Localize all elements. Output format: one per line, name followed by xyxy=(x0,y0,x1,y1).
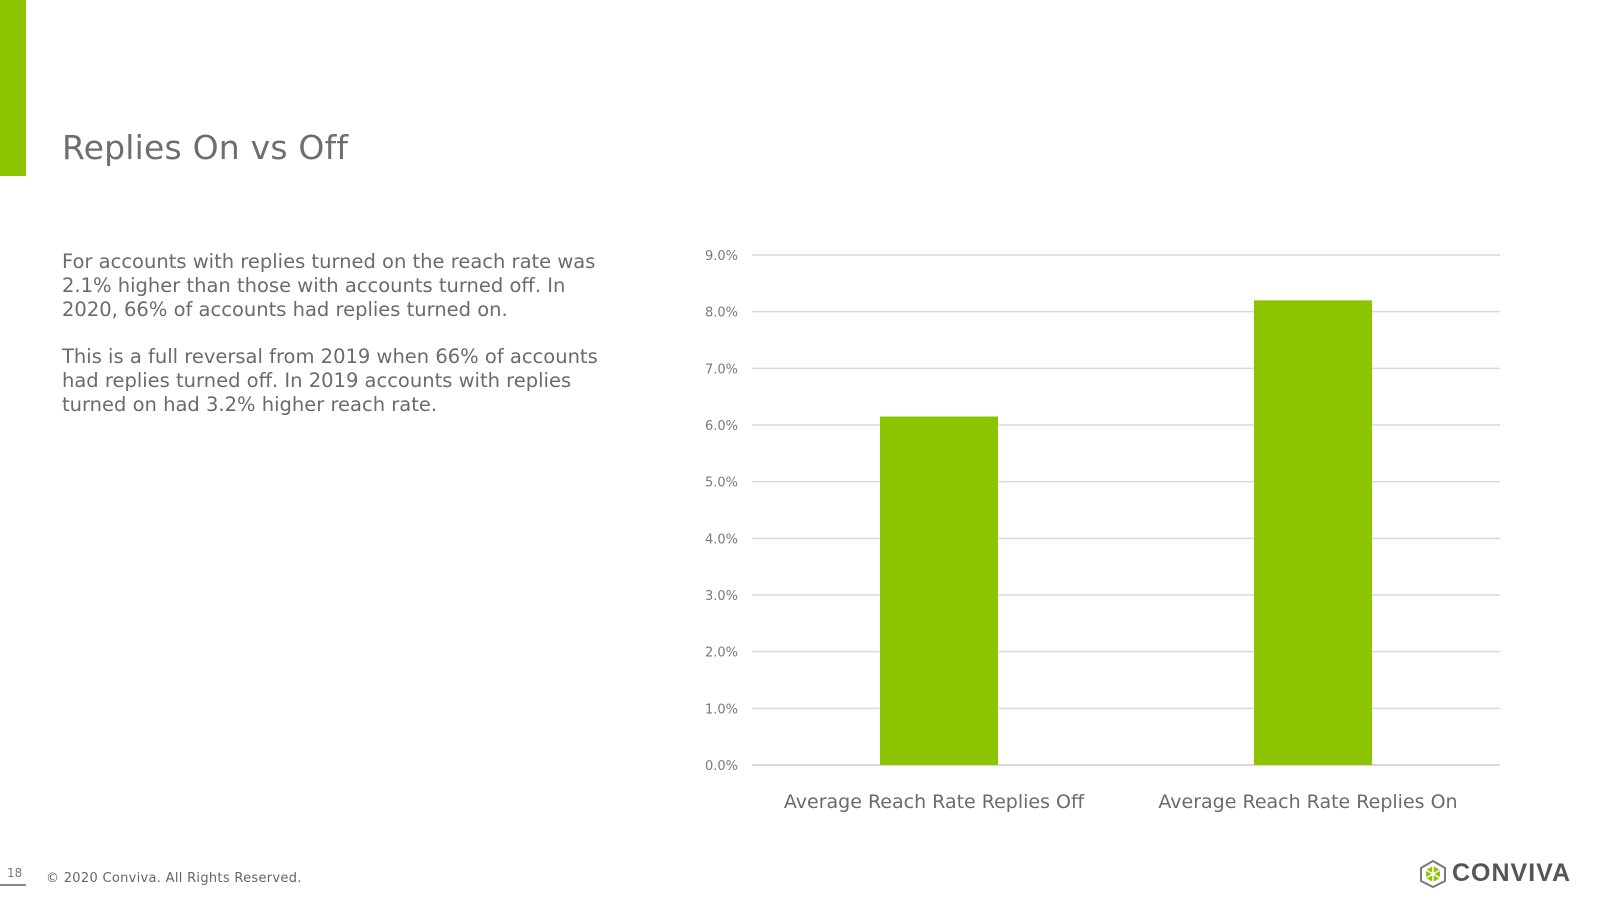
y-tick-label: 1.0% xyxy=(705,702,738,717)
bar-1 xyxy=(880,416,998,765)
y-tick-label: 2.0% xyxy=(705,646,738,661)
y-tick-label: 5.0% xyxy=(705,476,738,491)
x-category-label: Average Reach Rate Replies Off xyxy=(784,791,1085,813)
paragraph-1: For accounts with replies turned on the … xyxy=(62,250,596,321)
footer-rule xyxy=(0,884,26,886)
conviva-logo: CONVIVA xyxy=(1420,859,1571,888)
x-category-label: Average Reach Rate Replies On xyxy=(1158,791,1457,813)
y-tick-label: 7.0% xyxy=(705,362,738,377)
y-tick-label: 3.0% xyxy=(705,589,738,604)
y-tick-label: 4.0% xyxy=(705,532,738,547)
paragraph-2: This is a full reversal from 2019 when 6… xyxy=(62,345,598,416)
accent-bar xyxy=(0,0,26,176)
bar-chart: 0.0% 1.0% 2.0% 3.0% 4.0% 5.0% 6.0% 7.0% 8.0% 9.0%… xyxy=(705,249,1500,813)
y-tick-label: 9.0% xyxy=(705,249,738,264)
conviva-logo-icon xyxy=(1420,859,1446,888)
y-tick-label: 0.0% xyxy=(705,759,738,774)
body-text: For accounts with replies turned on the … xyxy=(62,250,622,440)
y-tick-label: 8.0% xyxy=(705,306,738,321)
page-title: Replies On vs Off xyxy=(62,128,349,167)
page-number: 18 xyxy=(7,866,23,880)
logo-text: CONVIVA xyxy=(1452,859,1572,887)
y-tick-label: 6.0% xyxy=(705,419,738,434)
copyright-text: © 2020 Conviva. All Rights Reserved. xyxy=(46,871,302,886)
bar-2 xyxy=(1254,300,1372,765)
